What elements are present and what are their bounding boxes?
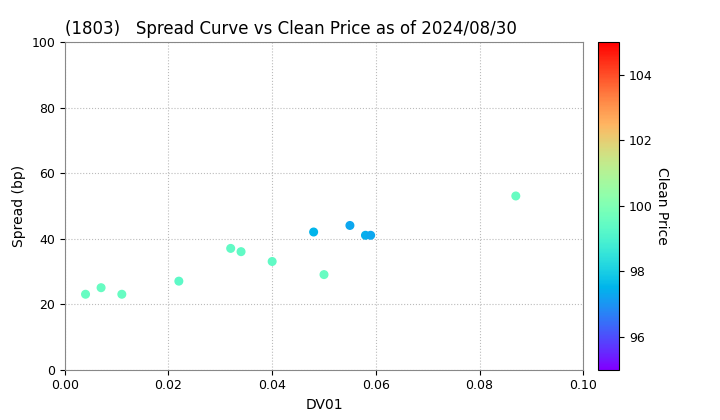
- Y-axis label: Spread (bp): Spread (bp): [12, 165, 26, 247]
- Point: [510, 193, 521, 199]
- Point: [318, 271, 330, 278]
- Point: [80, 291, 91, 298]
- Point: [266, 258, 278, 265]
- Point: [365, 232, 377, 239]
- Point: [116, 291, 127, 298]
- Y-axis label: Clean Price: Clean Price: [655, 167, 670, 245]
- Text: (1803)   Spread Curve vs Clean Price as of 2024/08/30: (1803) Spread Curve vs Clean Price as of…: [65, 20, 517, 38]
- Point: [225, 245, 236, 252]
- Point: [235, 248, 247, 255]
- X-axis label: DV01: DV01: [305, 398, 343, 412]
- Point: [360, 232, 372, 239]
- Point: [173, 278, 184, 284]
- Point: [95, 284, 107, 291]
- Point: [344, 222, 356, 229]
- Point: [308, 228, 320, 235]
